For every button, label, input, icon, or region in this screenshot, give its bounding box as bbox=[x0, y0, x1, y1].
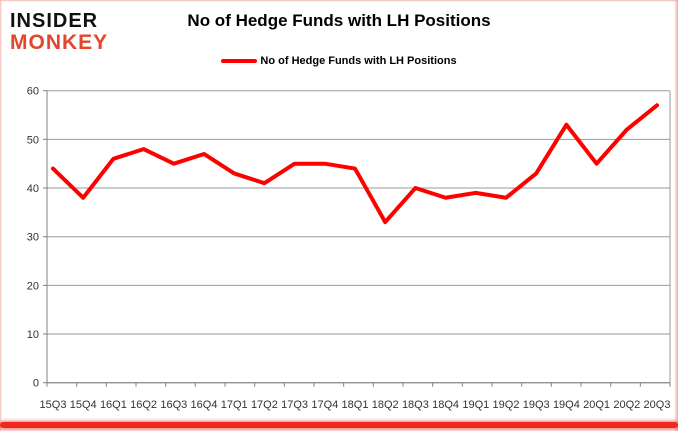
y-tick-label: 50 bbox=[27, 134, 39, 146]
logo-word-insider: INSIDER bbox=[10, 10, 99, 32]
y-tick-label: 60 bbox=[27, 86, 39, 98]
x-tick-label: 17Q4 bbox=[311, 399, 338, 411]
x-tick-label: 16Q3 bbox=[160, 399, 187, 411]
chart-title: No of Hedge Funds with LH Positions bbox=[187, 11, 491, 30]
x-tick-label: 17Q1 bbox=[221, 399, 248, 411]
frame-edge-left bbox=[0, 0, 2, 431]
x-tick-label: 18Q1 bbox=[342, 399, 369, 411]
x-tick-label: 20Q2 bbox=[613, 399, 640, 411]
x-tick-label: 18Q3 bbox=[402, 399, 429, 411]
x-tick-label: 17Q2 bbox=[251, 399, 278, 411]
x-tick-label: 18Q2 bbox=[372, 399, 399, 411]
y-tick-label: 0 bbox=[33, 378, 39, 390]
frame-edge-top bbox=[0, 0, 678, 2]
y-tick-label: 20 bbox=[27, 280, 39, 292]
x-tick-label: 18Q4 bbox=[432, 399, 459, 411]
insider-monkey-logo: INSIDER MONKEY bbox=[10, 11, 108, 54]
x-tick-label: 19Q3 bbox=[523, 399, 550, 411]
frame-edge-right bbox=[674, 0, 678, 431]
x-tick-label: 16Q2 bbox=[130, 399, 157, 411]
frame-bottom-red-bar bbox=[0, 422, 678, 428]
x-tick-label: 19Q4 bbox=[553, 399, 580, 411]
x-tick-label: 16Q4 bbox=[191, 399, 218, 411]
x-tick-label: 19Q1 bbox=[462, 399, 489, 411]
legend-label: No of Hedge Funds with LH Positions bbox=[260, 55, 457, 67]
chart-legend: No of Hedge Funds with LH Positions bbox=[0, 55, 678, 67]
legend-line-swatch bbox=[221, 59, 258, 63]
data-line-series bbox=[51, 103, 659, 225]
x-tick-label: 20Q1 bbox=[583, 399, 610, 411]
x-tick-label: 20Q3 bbox=[644, 399, 671, 411]
y-tick-label: 40 bbox=[27, 183, 39, 195]
x-tick-label: 19Q2 bbox=[493, 399, 520, 411]
x-tick-label: 15Q4 bbox=[70, 399, 97, 411]
x-tick-label: 17Q3 bbox=[281, 399, 308, 411]
y-tick-label: 10 bbox=[27, 329, 39, 341]
x-tick-label: 15Q3 bbox=[40, 399, 67, 411]
y-tick-label: 30 bbox=[27, 232, 39, 244]
logo-word-monkey: MONKEY bbox=[10, 30, 109, 54]
x-tick-label: 16Q1 bbox=[100, 399, 127, 411]
